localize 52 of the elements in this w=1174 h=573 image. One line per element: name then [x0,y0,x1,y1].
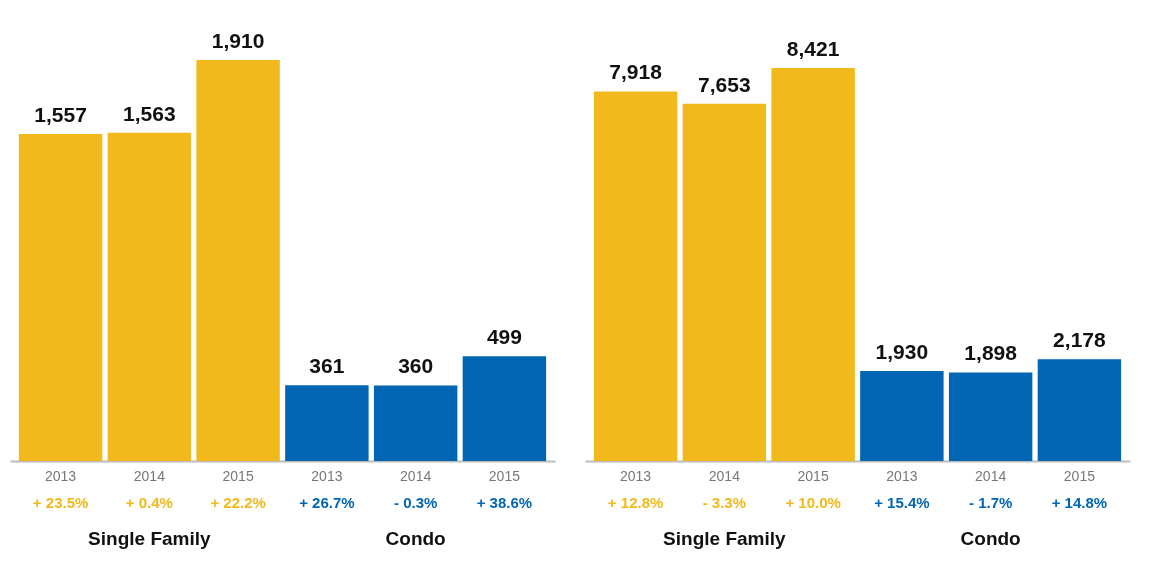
bar [860,370,944,461]
bar [771,68,855,461]
text: Condo [960,528,1021,549]
text: + 38.6% [476,494,533,511]
x-tick-label: 2013 [620,467,652,484]
x-tick-label: 2015 [222,467,254,484]
data-label: 360 [398,354,434,378]
x-tick-label: 2013 [311,467,343,484]
bar [285,385,369,461]
x-tick-label: 2015 [1063,467,1096,484]
x-tick-label: 2014 [133,467,166,484]
bar [196,59,280,461]
data-label: 1,910 [211,28,265,52]
data-label: 1,898 [964,341,1018,365]
text: - 3.3% [702,494,747,511]
bar [1037,359,1122,461]
bar [948,372,1033,461]
bar [18,134,103,461]
bar [107,132,192,461]
text: + 14.8% [1051,494,1108,511]
text: + 23.5% [32,494,89,511]
data-label: 1,557 [34,103,87,127]
x-tick-label: 2014 [708,467,741,484]
text: + 12.8% [607,494,664,511]
x-tick-label: 2013 [45,467,77,484]
data-label: 2,178 [1053,328,1106,352]
bar [593,91,678,461]
data-label: 1,563 [123,101,176,125]
data-label: 7,653 [698,72,751,96]
data-label: 499 [486,325,522,349]
data-label: 8,421 [786,37,840,61]
text: + 26.7% [299,494,355,511]
bar [373,385,458,461]
bar [682,103,767,461]
text: + 22.2% [210,494,266,511]
bar [462,356,547,461]
text: + 15.4% [874,494,930,511]
text: Single Family [88,528,212,549]
data-label: 7,918 [609,60,663,84]
text: Single Family [663,528,787,549]
x-tick-label: 2014 [400,467,432,484]
text: + 10.0% [785,494,841,511]
x-tick-label: 2015 [488,467,521,484]
text: - 0.3% [393,494,438,511]
text: + 0.4% [125,494,173,511]
text: Condo [385,528,446,549]
data-label: 361 [309,354,345,378]
x-tick-label: 2013 [886,467,918,484]
x-tick-label: 2014 [975,467,1007,484]
data-label: 1,930 [875,339,929,363]
text: - 1.7% [968,494,1013,511]
x-tick-label: 2015 [797,467,829,484]
